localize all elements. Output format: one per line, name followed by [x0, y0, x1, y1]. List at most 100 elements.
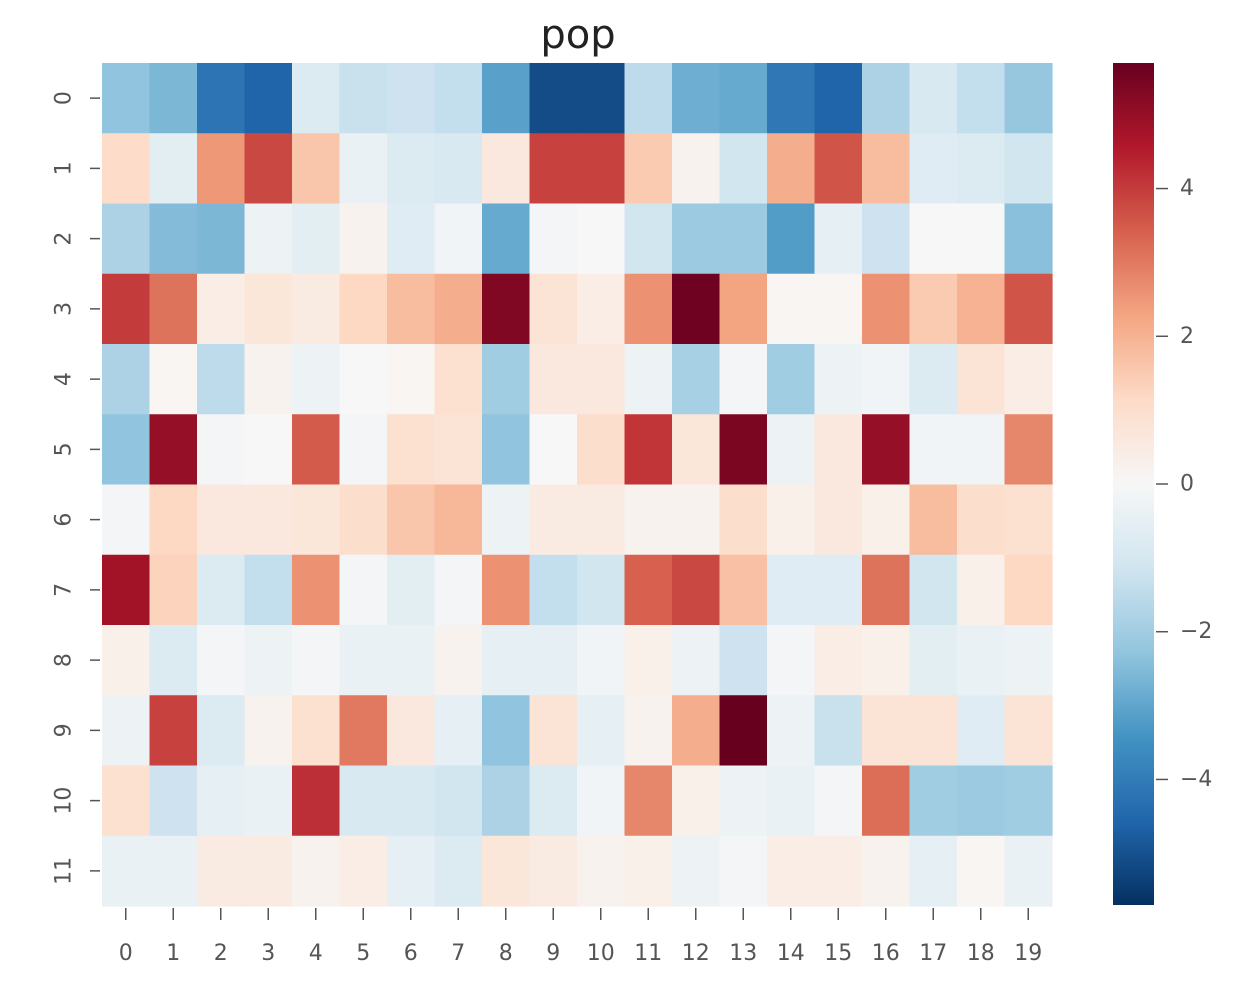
heatmap-cell	[339, 835, 388, 907]
heatmap-cell	[862, 63, 911, 134]
heatmap-cell	[387, 273, 436, 345]
heatmap-cell	[434, 765, 483, 837]
heatmap-cell	[624, 133, 673, 205]
colorbar-tick-label: 0	[1180, 472, 1194, 497]
heatmap-cell	[577, 203, 626, 275]
heatmap-cell	[434, 625, 483, 696]
heatmap-cell	[434, 273, 483, 345]
colorbar	[1113, 63, 1154, 905]
heatmap-cell	[292, 63, 341, 134]
heatmap-cell	[244, 63, 293, 134]
heatmap-cell	[767, 133, 816, 205]
heatmap-cell	[529, 63, 578, 134]
heatmap-cell	[909, 63, 958, 134]
heatmap-cell	[672, 203, 721, 275]
colorbar-ticks: 4 2 0 −2 −4	[1156, 176, 1212, 792]
heatmap-cell	[909, 133, 958, 205]
heatmap-cell	[149, 133, 198, 205]
heatmap-cell	[434, 203, 483, 275]
heatmap-cell	[1004, 625, 1053, 696]
heatmap-cell	[387, 133, 436, 205]
heatmap-cell	[529, 554, 578, 626]
heatmap-cell	[862, 554, 911, 626]
heatmap-cell	[244, 414, 293, 486]
heatmap-cell	[719, 133, 768, 205]
heatmap-cell	[482, 414, 531, 486]
x-axis-ticks: 0 1 2 3 4 5 6 7 8 9 10 11 12 13 14 15 16 17 18 19	[119, 908, 1042, 966]
heatmap-cell	[957, 625, 1006, 696]
chart-title: pop	[540, 12, 615, 58]
heatmap-cell	[292, 554, 341, 626]
heatmap-cell	[102, 835, 151, 907]
heatmap-cell	[149, 273, 198, 345]
heatmap-cell	[434, 835, 483, 907]
heatmap-cell	[814, 554, 863, 626]
heatmap-cell	[909, 554, 958, 626]
heatmap-cell	[719, 765, 768, 837]
heatmap-cell	[624, 625, 673, 696]
heatmap-cell	[957, 554, 1006, 626]
heatmap-cell	[624, 554, 673, 626]
heatmap-cell	[672, 765, 721, 837]
heatmap-cell	[719, 203, 768, 275]
heatmap-cell	[149, 414, 198, 486]
heatmap-cell	[434, 695, 483, 767]
heatmap-cell	[339, 765, 388, 837]
heatmap-cell	[862, 203, 911, 275]
y-axis-ticks: 0 1 2 3 4 5 6 7 8 9 10 11	[52, 91, 100, 885]
heatmap-cell	[339, 63, 388, 134]
heatmap-cell	[577, 273, 626, 345]
heatmap-cell	[909, 625, 958, 696]
x-tick-label: 3	[261, 941, 275, 966]
heatmap-cell	[957, 273, 1006, 345]
heatmap-cell	[957, 484, 1006, 556]
heatmap-cell	[434, 554, 483, 626]
heatmap-cell	[814, 765, 863, 837]
heatmap-cell	[292, 484, 341, 556]
x-tick-label: 0	[119, 941, 133, 966]
heatmap-cell	[577, 133, 626, 205]
y-tick-label: 8	[52, 653, 77, 667]
heatmap-cell	[719, 414, 768, 486]
x-tick-label: 16	[872, 941, 900, 966]
heatmap-cell	[1004, 414, 1053, 486]
heatmap-cell	[862, 765, 911, 837]
heatmap-cell	[767, 835, 816, 907]
x-tick-label: 12	[682, 941, 710, 966]
heatmap-cell	[957, 695, 1006, 767]
y-tick-label: 10	[52, 787, 77, 815]
heatmap-cell	[577, 414, 626, 486]
heatmap-cell	[672, 414, 721, 486]
heatmap-cell	[909, 695, 958, 767]
heatmap-cell	[719, 554, 768, 626]
heatmap-cell	[339, 695, 388, 767]
x-tick-label: 4	[309, 941, 323, 966]
heatmap-cell	[102, 765, 151, 837]
heatmap-cell	[387, 554, 436, 626]
heatmap-cell	[482, 203, 531, 275]
heatmap-cell	[529, 765, 578, 837]
heatmap-cell	[862, 414, 911, 486]
heatmap-cell	[387, 414, 436, 486]
heatmap-cell	[577, 344, 626, 415]
heatmap-cell	[862, 625, 911, 696]
y-tick-label: 3	[52, 302, 77, 316]
heatmap-cell	[244, 765, 293, 837]
heatmap-cell	[624, 695, 673, 767]
heatmap-cell	[672, 344, 721, 415]
heatmap-cell	[862, 344, 911, 415]
heatmap-cell	[434, 414, 483, 486]
heatmap-cell	[339, 203, 388, 275]
x-tick-label: 15	[824, 941, 852, 966]
heatmap-cell	[1004, 344, 1053, 415]
heatmap-cell	[624, 835, 673, 907]
heatmap-cell	[339, 273, 388, 345]
heatmap-cell	[957, 414, 1006, 486]
heatmap-cell	[624, 414, 673, 486]
heatmap-cell	[149, 695, 198, 767]
heatmap-cell	[482, 344, 531, 415]
heatmap-cell	[672, 835, 721, 907]
heatmap-cell	[862, 695, 911, 767]
heatmap-cell	[149, 765, 198, 837]
heatmap-cell	[624, 765, 673, 837]
